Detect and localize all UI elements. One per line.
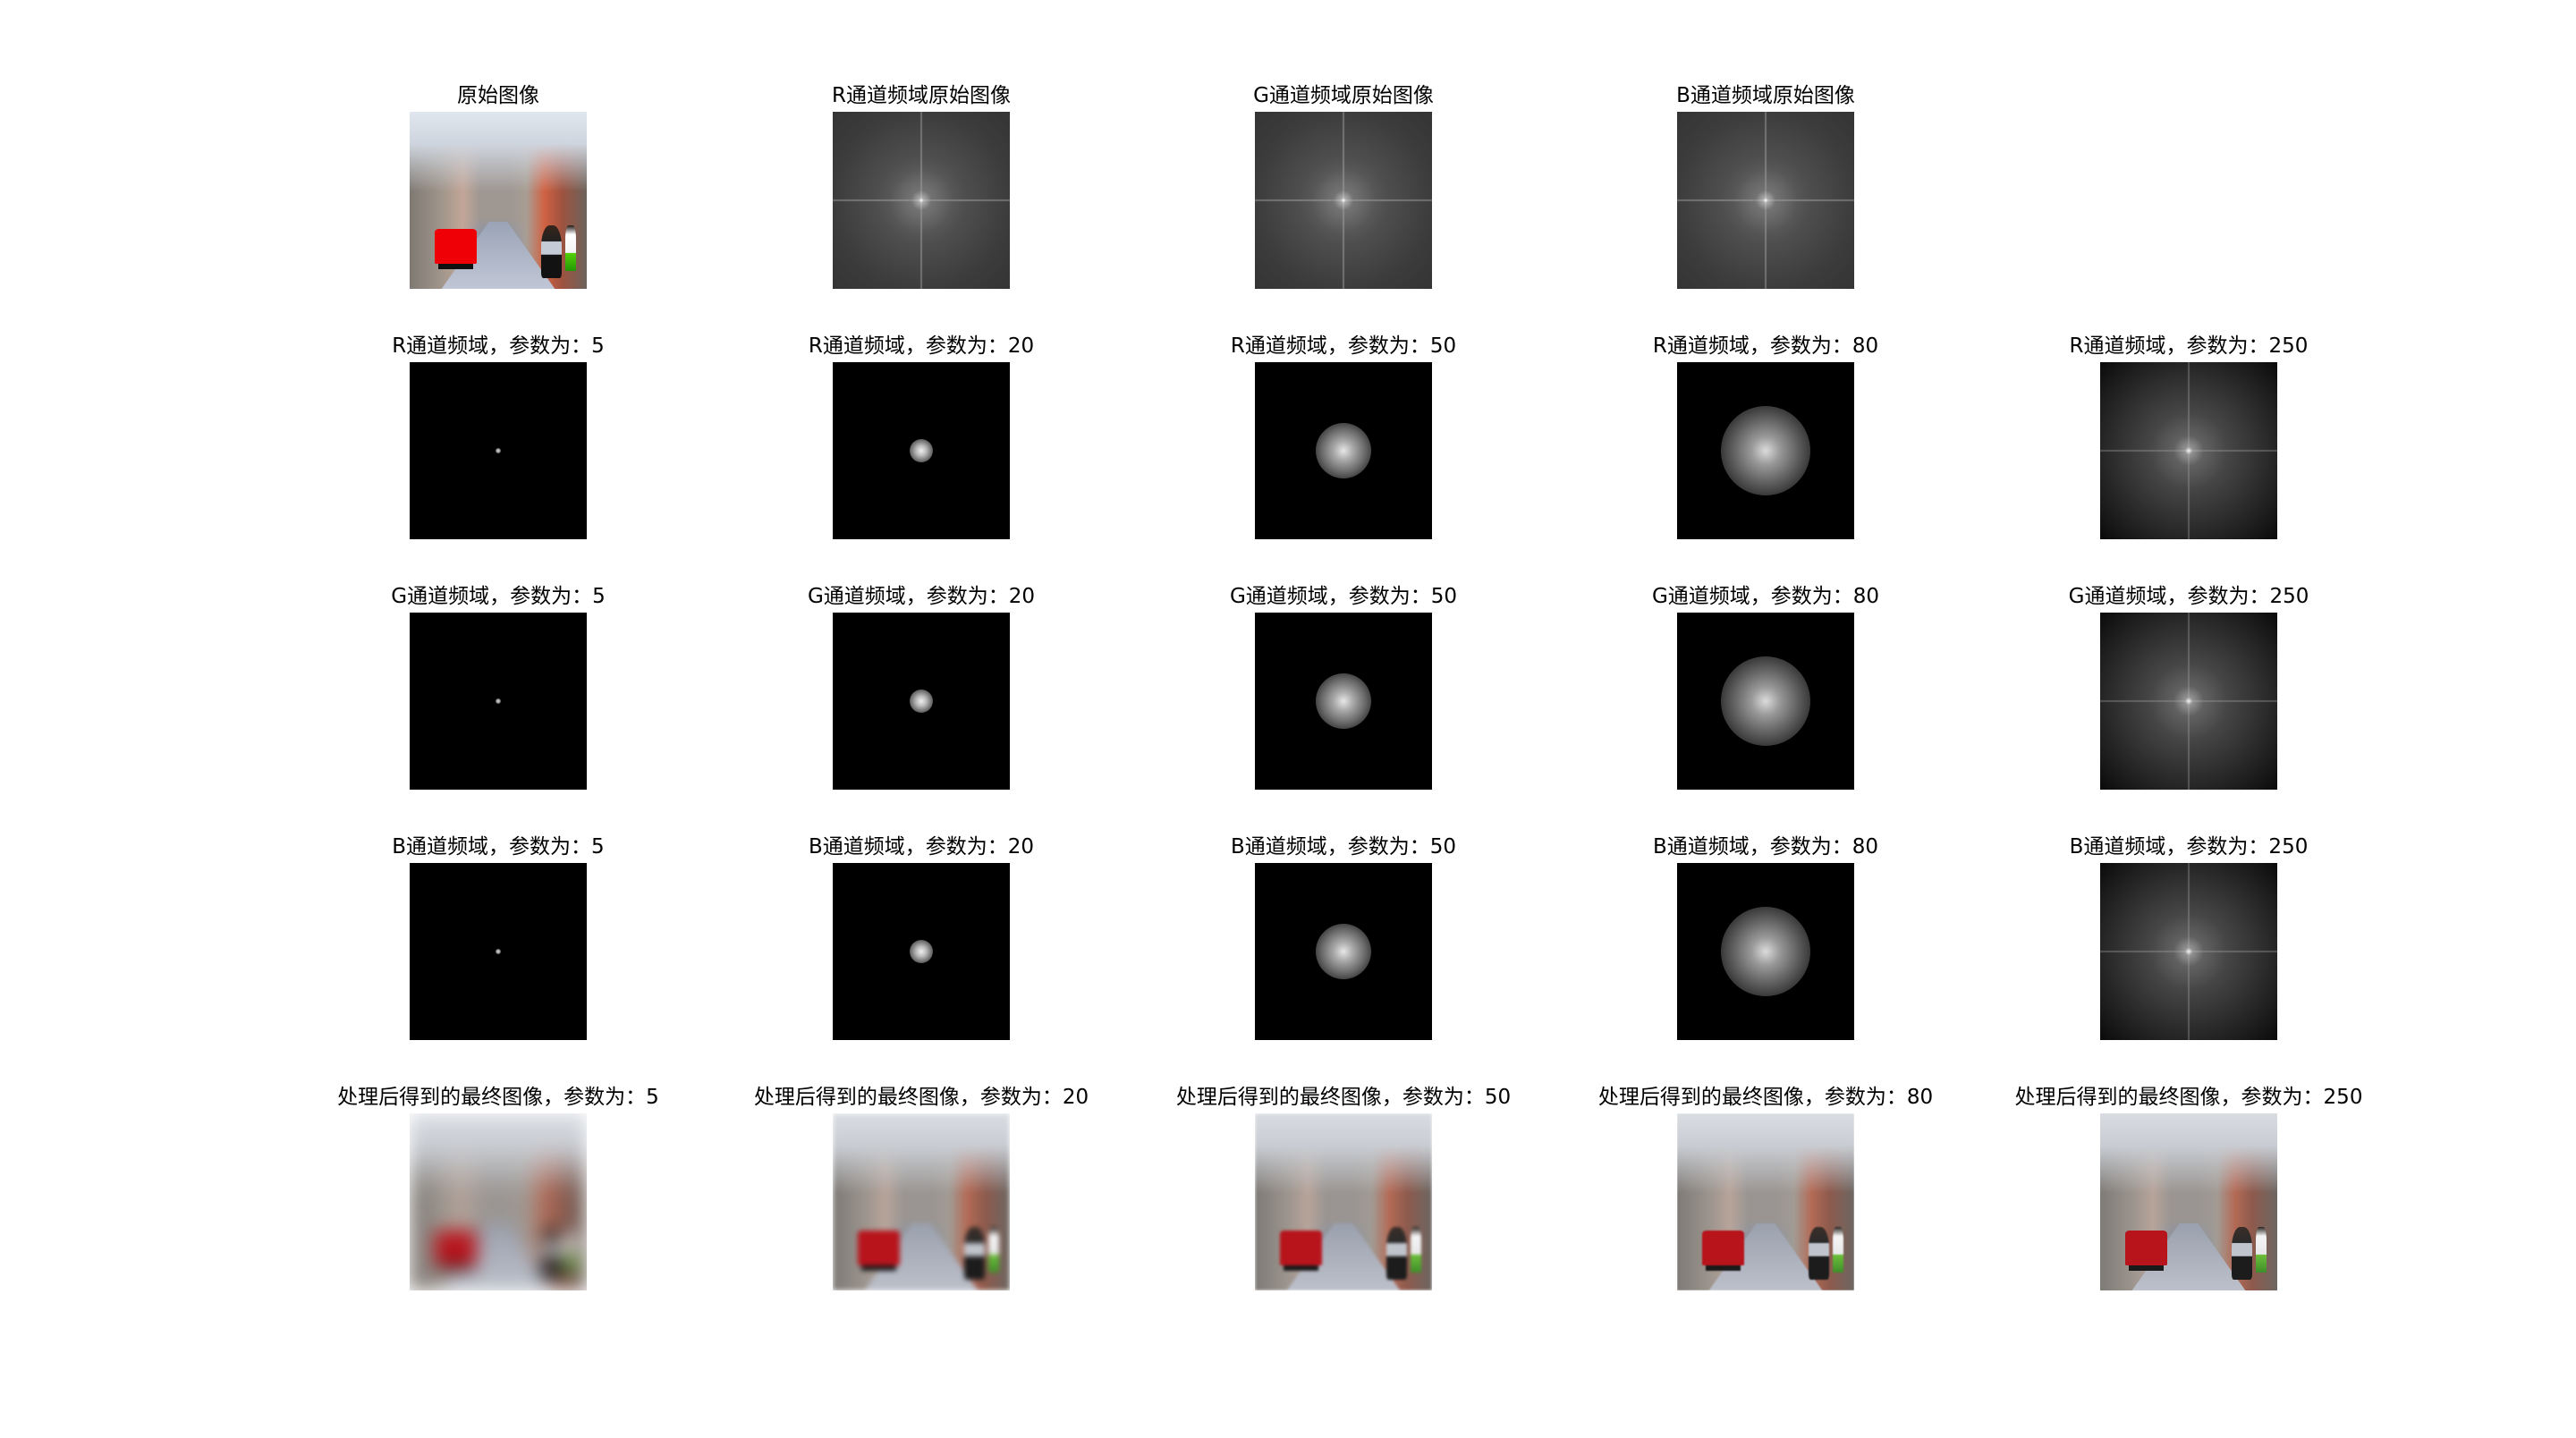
subplot-title: R通道频域，参数为：5	[392, 334, 605, 358]
cell-final-250: 处理后得到的最终图像，参数为：250	[2010, 1084, 2368, 1318]
b-spectrum-image	[1677, 112, 1854, 289]
subplot-title: 原始图像	[457, 84, 539, 107]
cell-g-80: G通道频域，参数为：80	[1587, 583, 1945, 817]
reconstructed-image	[410, 1113, 587, 1290]
subplot-title: B通道频域，参数为：20	[808, 835, 1035, 859]
cell-r-250: R通道频域，参数为：250	[2010, 333, 2368, 567]
g-spectrum-image	[1255, 112, 1432, 289]
original-image	[410, 112, 587, 289]
r-filtered-spectrum	[1255, 362, 1432, 539]
cell-g-5: G通道频域，参数为：5	[319, 583, 677, 817]
cell-g-250: G通道频域，参数为：250	[2010, 583, 2368, 817]
cell-r-50: R通道频域，参数为：50	[1165, 333, 1522, 567]
subplot-title: G通道频域原始图像	[1253, 84, 1434, 107]
subplot-title: G通道频域，参数为：50	[1229, 585, 1458, 608]
r-filtered-spectrum	[1677, 362, 1854, 539]
subplot-title: G通道频域，参数为：5	[391, 585, 606, 608]
cell-r-20: R通道频域，参数为：20	[742, 333, 1100, 567]
r-filtered-spectrum	[410, 362, 587, 539]
cell-final-5: 处理后得到的最终图像，参数为：5	[319, 1084, 677, 1318]
subplot-title: G通道频域，参数为：20	[807, 585, 1036, 608]
cell-g-20: G通道频域，参数为：20	[742, 583, 1100, 817]
subplot-title: G通道频域，参数为：250	[2068, 585, 2309, 608]
reconstructed-image	[1677, 1113, 1854, 1290]
subplot-title: B通道频域原始图像	[1676, 84, 1855, 107]
cell-b-5: B通道频域，参数为：5	[319, 833, 677, 1068]
r-spectrum-image	[833, 112, 1010, 289]
reconstructed-image	[1255, 1113, 1432, 1290]
b-filtered-spectrum	[2100, 863, 2277, 1040]
b-filtered-spectrum	[1255, 863, 1432, 1040]
b-filtered-spectrum	[1677, 863, 1854, 1040]
g-filtered-spectrum	[2100, 613, 2277, 790]
cell-b-80: B通道频域，参数为：80	[1587, 833, 1945, 1068]
subplot-title: R通道频域原始图像	[832, 84, 1011, 107]
cell-b-spectrum-original: B通道频域原始图像	[1587, 82, 1945, 317]
cell-original-image: 原始图像	[319, 82, 677, 317]
subplot-title: B通道频域，参数为：80	[1652, 835, 1879, 859]
subplot-title: B通道频域，参数为：250	[2069, 835, 2309, 859]
subplot-title: R通道频域，参数为：80	[1652, 334, 1879, 358]
subplot-title: 处理后得到的最终图像，参数为：50	[1175, 1086, 1512, 1109]
cell-b-20: B通道频域，参数为：20	[742, 833, 1100, 1068]
cell-final-50: 处理后得到的最终图像，参数为：50	[1165, 1084, 1522, 1318]
cell-g-50: G通道频域，参数为：50	[1165, 583, 1522, 817]
g-filtered-spectrum	[410, 613, 587, 790]
subplot-title: G通道频域，参数为：80	[1651, 585, 1880, 608]
subplot-title: 处理后得到的最终图像，参数为：80	[1597, 1086, 1934, 1109]
b-filtered-spectrum	[833, 863, 1010, 1040]
subplot-title: R通道频域，参数为：20	[808, 334, 1035, 358]
cell-r-spectrum-original: R通道频域原始图像	[742, 82, 1100, 317]
cell-r-80: R通道频域，参数为：80	[1587, 333, 1945, 567]
reconstructed-image	[833, 1113, 1010, 1290]
cell-r-5: R通道频域，参数为：5	[319, 333, 677, 567]
reconstructed-image	[2100, 1113, 2277, 1290]
subplot-title: 处理后得到的最终图像，参数为：250	[2014, 1086, 2363, 1109]
g-filtered-spectrum	[1677, 613, 1854, 790]
cell-b-50: B通道频域，参数为：50	[1165, 833, 1522, 1068]
r-filtered-spectrum	[2100, 362, 2277, 539]
subplot-title: 处理后得到的最终图像，参数为：5	[337, 1086, 659, 1109]
subplot-title: 处理后得到的最终图像，参数为：20	[753, 1086, 1089, 1109]
subplot-title: R通道频域，参数为：250	[2069, 334, 2309, 358]
b-filtered-spectrum	[410, 863, 587, 1040]
subplot-title: B通道频域，参数为：50	[1230, 835, 1457, 859]
r-filtered-spectrum	[833, 362, 1010, 539]
subplot-title: R通道频域，参数为：50	[1230, 334, 1457, 358]
cell-b-250: B通道频域，参数为：250	[2010, 833, 2368, 1068]
g-filtered-spectrum	[833, 613, 1010, 790]
cell-final-80: 处理后得到的最终图像，参数为：80	[1587, 1084, 1945, 1318]
g-filtered-spectrum	[1255, 613, 1432, 790]
cell-g-spectrum-original: G通道频域原始图像	[1165, 82, 1522, 317]
subplot-title: B通道频域，参数为：5	[392, 835, 605, 859]
cell-final-20: 处理后得到的最终图像，参数为：20	[742, 1084, 1100, 1318]
